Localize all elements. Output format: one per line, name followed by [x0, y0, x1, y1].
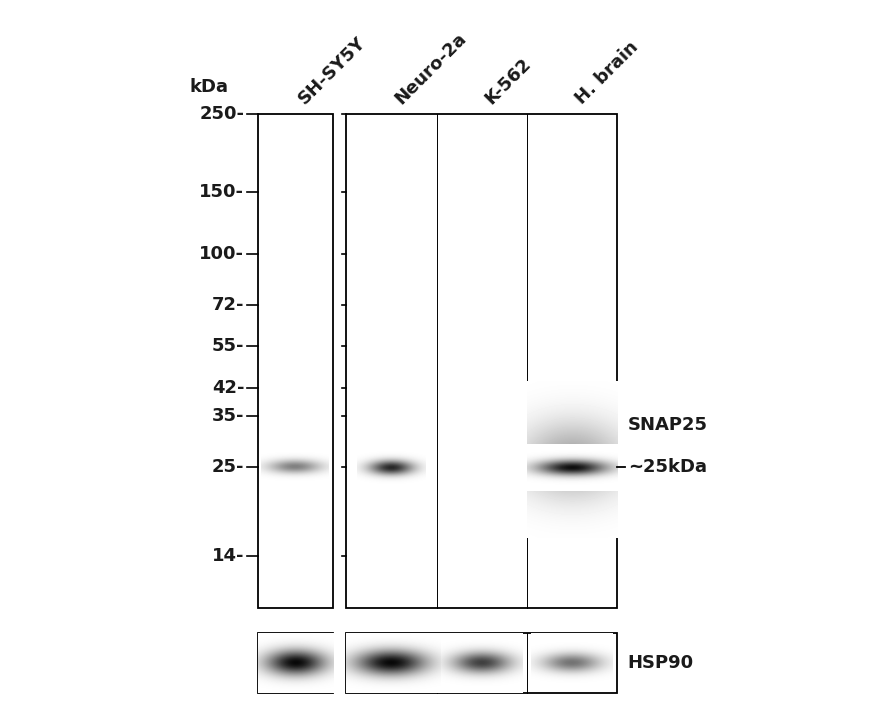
Bar — [258, 633, 333, 693]
Text: 55-: 55- — [211, 337, 244, 356]
Text: SH-SY5Y: SH-SY5Y — [295, 33, 369, 108]
Text: 42-: 42- — [211, 378, 244, 397]
Text: 72-: 72- — [211, 296, 244, 314]
Text: kDa: kDa — [189, 78, 228, 96]
Text: H. brain: H. brain — [572, 38, 642, 108]
FancyBboxPatch shape — [346, 114, 617, 608]
Text: 150-: 150- — [199, 183, 244, 201]
Text: ~25kDa: ~25kDa — [628, 459, 707, 476]
Text: Neuro-2a: Neuro-2a — [392, 29, 470, 108]
Text: 14-: 14- — [211, 547, 244, 565]
Text: 100-: 100- — [199, 245, 244, 263]
Text: 250-: 250- — [199, 105, 244, 123]
Bar — [346, 633, 617, 693]
FancyBboxPatch shape — [258, 114, 333, 608]
Text: 35-: 35- — [211, 407, 244, 424]
Text: 25-: 25- — [211, 459, 244, 476]
Text: HSP90: HSP90 — [628, 654, 694, 672]
Text: K-562: K-562 — [481, 55, 535, 108]
Text: SNAP25: SNAP25 — [628, 416, 708, 434]
